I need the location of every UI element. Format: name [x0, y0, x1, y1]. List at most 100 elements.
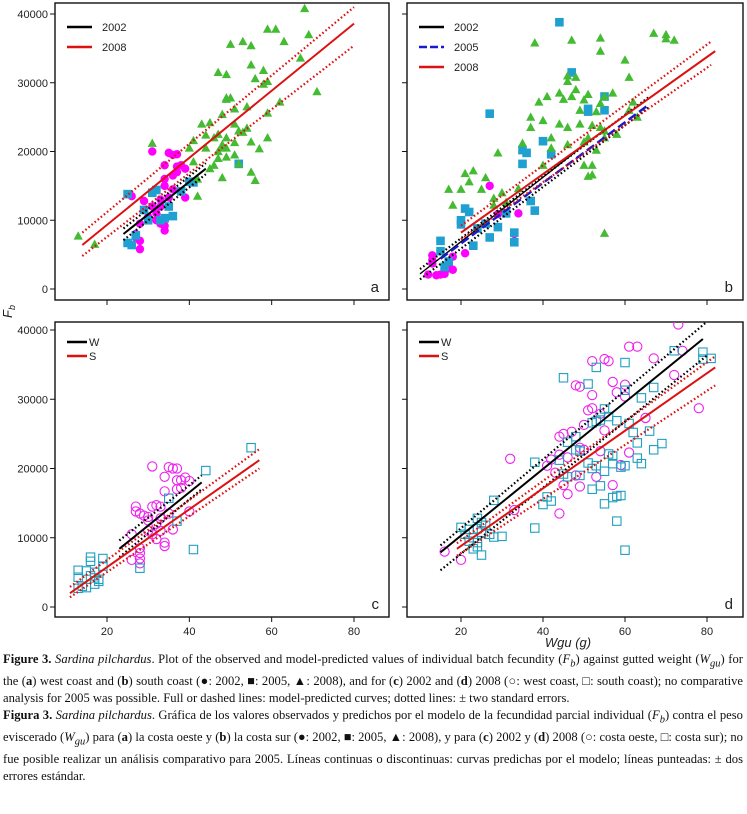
- fit-line-S: [69, 459, 260, 594]
- data-point-S: [94, 574, 104, 585]
- data-point-W: [603, 356, 614, 367]
- data-point-2008: [628, 97, 638, 106]
- data-point-2008: [250, 73, 260, 83]
- caption-english: Figure 3. Sardina pilchardus. Plot of th…: [3, 652, 743, 705]
- data-point-2005: [139, 205, 149, 215]
- legend-label-S: S: [89, 351, 96, 363]
- data-point-S: [530, 457, 540, 468]
- data-point-S: [558, 373, 569, 383]
- data-point-S: [599, 499, 610, 509]
- data-point-2008: [489, 193, 499, 202]
- data-point-2005: [464, 207, 474, 217]
- data-point-2008: [73, 231, 83, 240]
- data-point-S: [620, 545, 630, 555]
- data-point-2008: [304, 29, 314, 39]
- data-point-W: [143, 511, 154, 523]
- data-point-2002: [139, 196, 149, 206]
- data-point-2005: [143, 215, 153, 225]
- data-point-2005: [131, 231, 141, 240]
- data-point-S: [620, 357, 630, 368]
- x-axis-label-right: Wgu (g): [545, 635, 591, 650]
- data-point-W: [599, 425, 610, 436]
- data-point-2002: [485, 181, 494, 191]
- data-point-2008: [554, 88, 564, 97]
- data-point-2008: [460, 168, 470, 178]
- legend-label-2008: 2008: [454, 62, 478, 74]
- y-tick-label: 30000: [17, 78, 48, 90]
- data-point-2008: [262, 108, 273, 117]
- data-point-2008: [192, 174, 203, 183]
- data-point-2008: [221, 132, 231, 142]
- data-point-W: [578, 419, 590, 431]
- data-point-2005: [522, 148, 531, 158]
- data-point-2005: [493, 222, 503, 232]
- data-point-2008: [517, 138, 528, 147]
- data-point-W: [570, 380, 581, 391]
- data-point-S: [595, 481, 606, 491]
- data-point-W: [147, 461, 158, 472]
- data-point-S: [599, 466, 610, 477]
- fit-line-2005: [439, 103, 651, 260]
- data-point-2008: [563, 122, 573, 132]
- data-point-W: [673, 322, 684, 330]
- data-point-2008: [497, 187, 507, 197]
- data-point-W: [607, 376, 618, 388]
- data-point-2008: [234, 159, 244, 168]
- data-point-2008: [661, 33, 671, 43]
- data-point-2008: [476, 184, 487, 193]
- data-point-2002: [156, 202, 165, 211]
- data-point-S: [591, 362, 602, 373]
- figure-caption: Figure 3. Sardina pilchardus. Plot of th…: [3, 651, 743, 784]
- y-axis-label: Fb: [0, 305, 17, 318]
- data-point-S: [587, 484, 597, 495]
- data-point-2005: [436, 236, 445, 246]
- data-point-2008: [225, 93, 236, 102]
- fit-line-2008: [460, 50, 716, 234]
- data-point-2008: [595, 98, 605, 107]
- data-point-2005: [444, 257, 453, 266]
- data-point-S: [620, 460, 630, 471]
- data-point-2005: [518, 159, 527, 169]
- data-point-2005: [526, 196, 535, 206]
- ci-line-lower-S: [456, 384, 716, 557]
- data-point-2008: [201, 143, 211, 152]
- data-point-2008: [230, 104, 240, 113]
- data-point-2005: [152, 185, 161, 195]
- data-point-2008: [271, 24, 281, 33]
- data-point-2008: [246, 40, 256, 50]
- fit-line-W: [118, 481, 203, 550]
- x-tick-label: 60: [266, 626, 278, 638]
- x-tick-label: 80: [701, 626, 713, 638]
- data-point-2008: [209, 160, 219, 169]
- data-point-W: [587, 389, 598, 401]
- y-tick-label: 40000: [17, 9, 48, 21]
- data-point-2008: [217, 109, 227, 118]
- y-tick-label: 20000: [17, 464, 48, 476]
- data-point-2008: [258, 65, 269, 74]
- data-point-2002: [160, 181, 169, 191]
- data-point-2008: [262, 76, 273, 85]
- data-point-2008: [456, 184, 466, 193]
- data-point-2008: [608, 88, 618, 97]
- data-point-S: [85, 556, 96, 567]
- data-point-2005: [164, 202, 174, 211]
- data-point-2005: [436, 246, 445, 256]
- panel-a: 0 10000 20000 30000 40000 2002 2008 a: [17, 2, 390, 305]
- data-point-W: [134, 558, 146, 569]
- y-tick-label: 10000: [17, 533, 48, 545]
- data-point-2008: [567, 35, 577, 44]
- data-point-2008: [599, 91, 610, 101]
- data-point-W: [619, 379, 631, 390]
- data-point-2008: [213, 67, 223, 77]
- plot-area: [439, 322, 716, 572]
- data-point-W: [155, 501, 166, 512]
- data-point-W: [632, 341, 643, 352]
- ci-line-lower-2008: [460, 63, 712, 241]
- data-point-2005: [567, 68, 576, 77]
- data-point-2008: [279, 36, 289, 46]
- panel-label-c: c: [372, 596, 380, 613]
- ci-line-upper-W: [439, 322, 708, 547]
- data-point-2008: [534, 97, 544, 106]
- fit-line-S: [456, 366, 716, 550]
- data-point-2002: [135, 244, 145, 254]
